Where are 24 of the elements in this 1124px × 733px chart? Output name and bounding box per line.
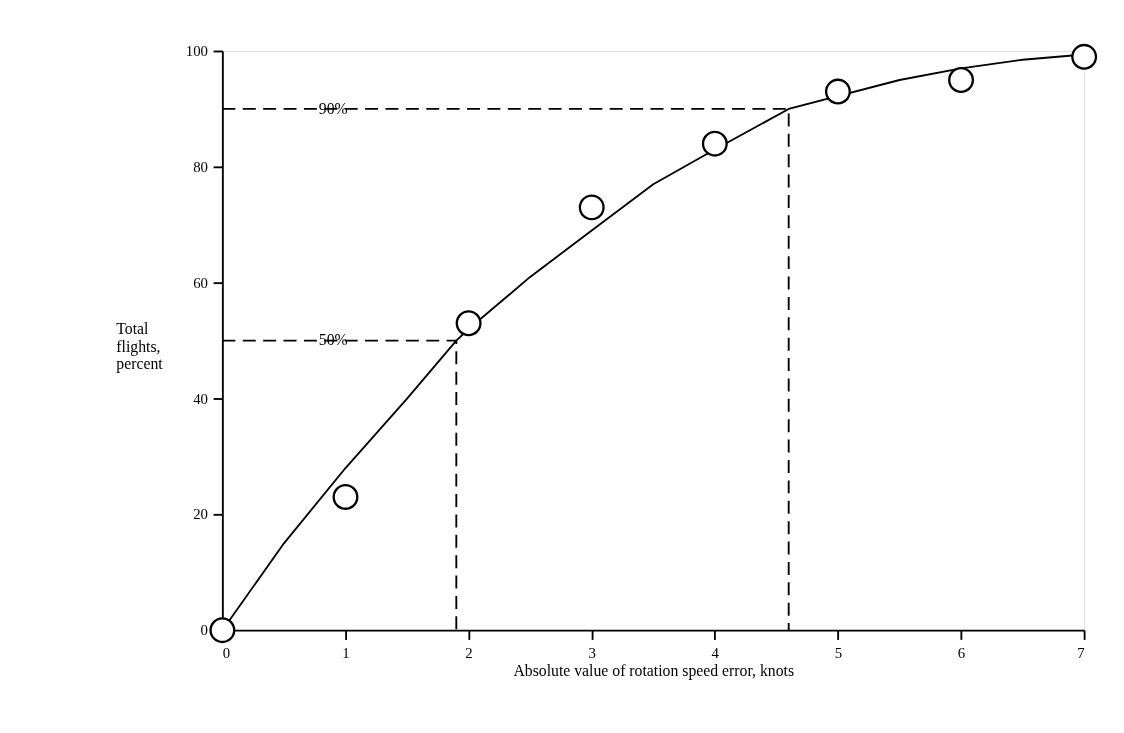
y-tick-label: 20 [193,506,209,523]
y-tick-label: 100 [185,43,209,60]
x-tick-label: 7 [1077,644,1085,661]
x-tick-label: 3 [588,644,596,661]
x-tick-label: 5 [834,644,843,661]
point [824,78,851,105]
x-tick-label: 6 [957,644,966,661]
point [455,310,482,337]
y-tick-label: 40 [193,390,209,407]
x-axis-title: Absolute value of rotation speed error, knots [513,662,795,681]
point [948,67,975,93]
x-tick-label: 0 [222,644,231,661]
point [701,130,728,157]
y-tick-label: 80 [193,158,209,175]
point [1071,43,1098,70]
y-tick-label: 60 [193,274,209,291]
point [209,617,236,644]
x-tick-label: 1 [342,644,350,661]
y-tick-label: 0 [200,622,209,639]
x-tick-label: 4 [711,644,720,661]
point [578,194,605,221]
x-tick-label: 2 [465,644,473,661]
y-axis-title: Total flights, percent [116,320,164,374]
point [332,484,359,510]
